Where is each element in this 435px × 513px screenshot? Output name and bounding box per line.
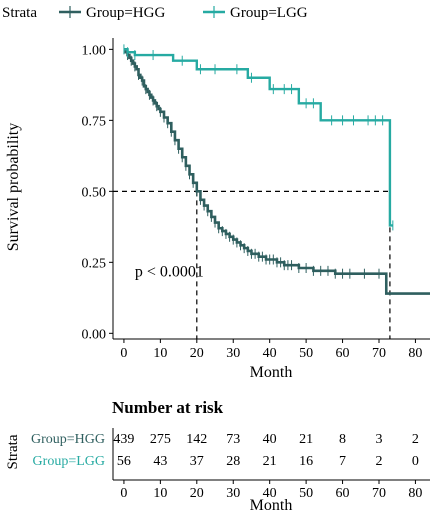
risk-count-lgg: 56	[117, 454, 131, 469]
x-tick-label: 80	[408, 346, 422, 361]
risk-table-strata-title: Strata	[5, 434, 21, 469]
y-tick-label: 0.25	[82, 256, 107, 271]
risk-x-tick-label: 60	[336, 486, 350, 501]
x-tick-label: 60	[336, 346, 350, 361]
legend-label-hgg: Group=HGG	[86, 5, 165, 21]
risk-count-lgg: 2	[375, 454, 382, 469]
risk-count-hgg: 142	[186, 432, 207, 447]
risk-x-tick-label: 0	[120, 486, 127, 501]
risk-table-x-title: Month	[250, 497, 293, 513]
y-tick-label: 0.50	[82, 185, 107, 200]
risk-x-tick-label: 10	[153, 486, 167, 501]
risk-count-hgg: 40	[263, 432, 277, 447]
risk-count-lgg: 37	[190, 454, 204, 469]
risk-count-lgg: 16	[299, 454, 313, 469]
risk-count-lgg: 43	[153, 454, 167, 469]
median-survival-lines	[113, 190, 391, 339]
risk-x-tick-label: 50	[299, 486, 313, 501]
x-tick-label: 40	[263, 346, 277, 361]
risk-count-hgg: 275	[150, 432, 171, 447]
y-tick-label: 0.75	[82, 114, 107, 129]
x-tick-label: 20	[190, 346, 204, 361]
risk-count-lgg: 0	[412, 454, 419, 469]
survival-curve-lgg	[123, 48, 393, 227]
risk-count-hgg: 439	[113, 432, 134, 447]
x-axis-title: Month	[250, 364, 293, 381]
risk-count-lgg: 7	[339, 454, 346, 469]
risk-count-lgg: 21	[263, 454, 277, 469]
x-tick-label: 50	[299, 346, 313, 361]
p-value-annotation: p < 0.0001	[135, 264, 204, 281]
x-tick-label: 70	[372, 346, 386, 361]
y-axis-ticks: 0.00 0.25 0.50 0.75 1.00	[82, 43, 113, 342]
risk-x-tick-label: 70	[372, 486, 386, 501]
risk-count-hgg: 2	[412, 432, 419, 447]
y-tick-label: 1.00	[82, 43, 107, 58]
risk-count-lgg: 28	[226, 454, 240, 469]
risk-x-tick-label: 30	[226, 486, 240, 501]
risk-table-title: Number at risk	[112, 398, 224, 417]
risk-table-x-ticks: 0 10 20 30 40 50 60 70 80	[120, 480, 422, 501]
survival-curves	[123, 44, 430, 295]
x-axis-ticks: 0 10 20 30 40 50 60 70 80	[120, 339, 422, 361]
risk-count-hgg: 8	[339, 432, 346, 447]
survival-curve-hgg	[123, 48, 430, 295]
x-tick-label: 10	[153, 346, 167, 361]
x-tick-label: 0	[120, 346, 127, 361]
y-axis-title: Survival probability	[5, 123, 22, 251]
x-tick-label: 30	[226, 346, 240, 361]
legend-title: Strata	[2, 5, 37, 21]
risk-table: Number at risk Strata Group=HGG Group=LG…	[5, 398, 430, 513]
y-tick-label: 0.00	[82, 327, 107, 342]
risk-x-tick-label: 20	[190, 486, 204, 501]
risk-count-hgg: 73	[226, 432, 240, 447]
risk-count-hgg: 3	[375, 432, 382, 447]
risk-row-label-hgg: Group=HGG	[31, 432, 105, 447]
plot-area: 0.00 0.25 0.50 0.75 1.00 0 10 20 30 40 50 60 70 80 p…	[5, 38, 430, 381]
risk-x-tick-label: 40	[263, 486, 277, 501]
risk-row-label-lgg: Group=LGG	[33, 454, 105, 469]
risk-counts: 439 275 142 73 40 21 8 3 256 43 37 28 21 16 7 2 0	[113, 432, 418, 469]
risk-x-tick-label: 80	[408, 486, 422, 501]
risk-count-hgg: 21	[299, 432, 313, 447]
legend-label-lgg: Group=LGG	[230, 5, 308, 21]
legend: Strata Group=HGG Group=LGG	[2, 5, 308, 21]
